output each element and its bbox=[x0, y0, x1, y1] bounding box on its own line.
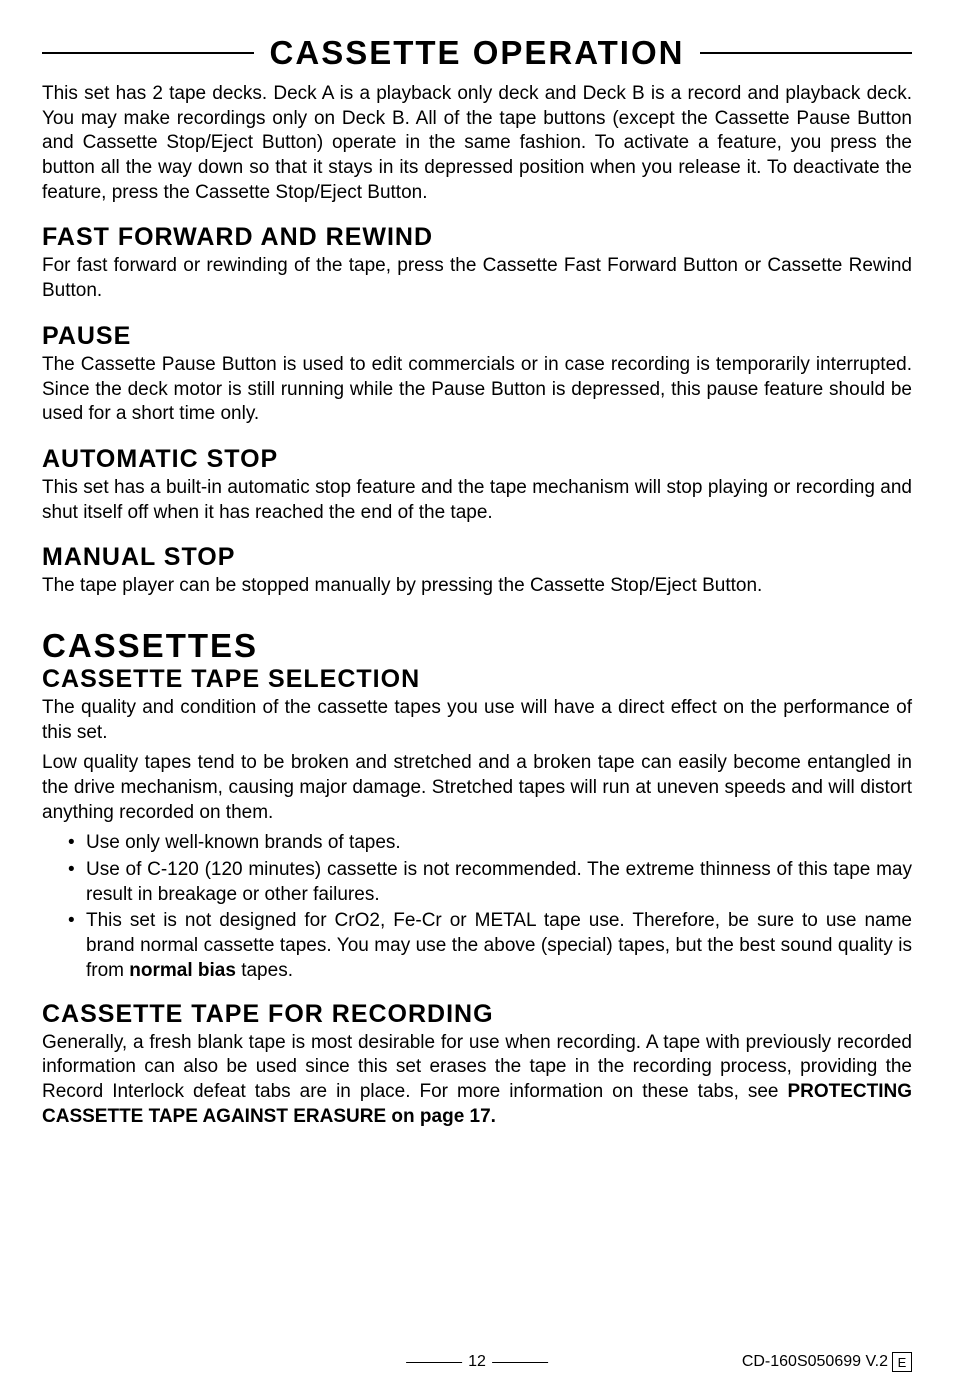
footer-rule-left bbox=[406, 1362, 462, 1363]
body-pause: The Cassette Pause Button is used to edi… bbox=[42, 353, 912, 427]
body-fast-forward: For fast forward or rewinding of the tap… bbox=[42, 254, 912, 303]
tape-selection-p2: Low quality tapes tend to be broken and … bbox=[42, 751, 912, 825]
bullet-text-post: tapes. bbox=[236, 960, 293, 981]
tape-selection-bullets: Use only well-known brands of tapes. Use… bbox=[42, 831, 912, 983]
footer-rule-right bbox=[492, 1362, 548, 1363]
page-number: 12 bbox=[468, 1353, 486, 1371]
body-manual-stop: The tape player can be stopped manually … bbox=[42, 574, 912, 599]
footer-page-number: 12 bbox=[406, 1353, 548, 1371]
recording-text-pre: Generally, a fresh blank tape is most de… bbox=[42, 1032, 912, 1102]
heading-cassettes: CASSETTES bbox=[42, 627, 912, 665]
title-rule-right bbox=[700, 52, 912, 54]
heading-tape-selection: CASSETTE TAPE SELECTION bbox=[42, 665, 912, 694]
page-title-wrap: CASSETTE OPERATION bbox=[42, 34, 912, 72]
heading-tape-recording: CASSETTE TAPE FOR RECORDING bbox=[42, 1000, 912, 1029]
title-rule-left bbox=[42, 52, 254, 54]
body-tape-recording: Generally, a fresh blank tape is most de… bbox=[42, 1031, 912, 1130]
manual-page: CASSETTE OPERATION This set has 2 tape d… bbox=[0, 0, 954, 1392]
footer-doc-code: CD-160S050699 V.2 bbox=[742, 1353, 888, 1371]
heading-manual-stop: MANUAL STOP bbox=[42, 543, 912, 572]
bullet-item: This set is not designed for CrO2, Fe-Cr… bbox=[68, 909, 912, 983]
footer-lang-box: E bbox=[892, 1352, 912, 1372]
body-automatic-stop: This set has a built-in automatic stop f… bbox=[42, 476, 912, 525]
heading-fast-forward: FAST FORWARD AND REWIND bbox=[42, 223, 912, 252]
footer-doc-code-wrap: CD-160S050699 V.2 E bbox=[742, 1352, 912, 1372]
page-title: CASSETTE OPERATION bbox=[254, 34, 701, 72]
bullet-text-bold: normal bias bbox=[129, 960, 236, 981]
bullet-item: Use only well-known brands of tapes. bbox=[68, 831, 912, 856]
bullet-item: Use of C-120 (120 minutes) cassette is n… bbox=[68, 858, 912, 907]
heading-automatic-stop: AUTOMATIC STOP bbox=[42, 445, 912, 474]
heading-pause: PAUSE bbox=[42, 322, 912, 351]
tape-selection-p1: The quality and condition of the cassett… bbox=[42, 696, 912, 745]
page-footer: 12 CD-160S050699 V.2 E bbox=[42, 1352, 912, 1372]
intro-paragraph: This set has 2 tape decks. Deck A is a p… bbox=[42, 82, 912, 205]
